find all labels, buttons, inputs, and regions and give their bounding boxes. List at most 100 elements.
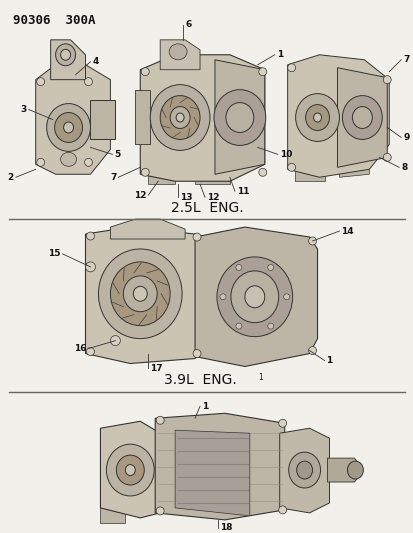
- Ellipse shape: [64, 122, 74, 133]
- Ellipse shape: [258, 68, 266, 76]
- Ellipse shape: [230, 271, 278, 322]
- Ellipse shape: [244, 286, 264, 308]
- Text: 1: 1: [202, 402, 208, 411]
- Polygon shape: [85, 227, 199, 364]
- Ellipse shape: [60, 152, 76, 166]
- Ellipse shape: [156, 416, 164, 424]
- Polygon shape: [50, 40, 85, 79]
- Ellipse shape: [235, 323, 241, 329]
- Ellipse shape: [225, 102, 253, 133]
- Text: 8: 8: [400, 163, 406, 172]
- Ellipse shape: [296, 461, 312, 479]
- Ellipse shape: [283, 294, 289, 300]
- Text: 12: 12: [206, 193, 219, 201]
- Polygon shape: [214, 60, 264, 174]
- Ellipse shape: [133, 286, 147, 301]
- Polygon shape: [339, 155, 368, 177]
- Polygon shape: [195, 227, 317, 367]
- Text: 14: 14: [341, 227, 353, 236]
- Text: 90306  300A: 90306 300A: [13, 14, 95, 27]
- Ellipse shape: [278, 506, 286, 514]
- Ellipse shape: [267, 264, 273, 270]
- Polygon shape: [100, 421, 160, 518]
- Text: 18: 18: [219, 523, 232, 532]
- Ellipse shape: [267, 323, 273, 329]
- Ellipse shape: [125, 465, 135, 475]
- Ellipse shape: [192, 233, 201, 241]
- Ellipse shape: [287, 163, 295, 171]
- Polygon shape: [36, 64, 110, 174]
- Ellipse shape: [37, 158, 45, 166]
- Polygon shape: [175, 430, 249, 516]
- Text: 13: 13: [180, 193, 192, 201]
- Polygon shape: [160, 40, 199, 70]
- Ellipse shape: [342, 95, 381, 140]
- Ellipse shape: [287, 64, 295, 72]
- Text: 10: 10: [279, 150, 291, 159]
- Ellipse shape: [60, 49, 70, 60]
- Text: 4: 4: [92, 57, 99, 66]
- Ellipse shape: [258, 168, 266, 176]
- Polygon shape: [148, 164, 175, 184]
- Text: 7: 7: [110, 173, 116, 182]
- Polygon shape: [140, 55, 264, 181]
- Ellipse shape: [85, 262, 95, 272]
- Ellipse shape: [235, 264, 241, 270]
- Ellipse shape: [214, 90, 265, 146]
- Ellipse shape: [84, 78, 92, 86]
- Text: 1: 1: [257, 374, 262, 383]
- Ellipse shape: [170, 107, 190, 128]
- Ellipse shape: [382, 154, 390, 161]
- Ellipse shape: [84, 158, 92, 166]
- Polygon shape: [155, 413, 284, 520]
- Ellipse shape: [347, 461, 363, 479]
- Polygon shape: [287, 55, 388, 177]
- Text: 1: 1: [326, 356, 332, 365]
- Text: 16: 16: [74, 344, 86, 353]
- Text: 2.5L  ENG.: 2.5L ENG.: [170, 201, 243, 215]
- Polygon shape: [327, 458, 358, 482]
- Ellipse shape: [141, 68, 149, 76]
- Ellipse shape: [156, 507, 164, 515]
- Ellipse shape: [55, 112, 82, 142]
- Ellipse shape: [123, 276, 157, 312]
- Polygon shape: [90, 100, 115, 140]
- Ellipse shape: [160, 95, 199, 140]
- Ellipse shape: [106, 444, 154, 496]
- Ellipse shape: [110, 336, 120, 345]
- Text: 9: 9: [402, 133, 408, 142]
- Ellipse shape: [216, 257, 292, 337]
- Ellipse shape: [86, 348, 94, 356]
- Polygon shape: [100, 503, 125, 523]
- Polygon shape: [279, 428, 329, 513]
- Text: 7: 7: [402, 55, 408, 64]
- Ellipse shape: [288, 452, 320, 488]
- Text: 1: 1: [276, 50, 282, 59]
- Ellipse shape: [308, 237, 316, 245]
- Ellipse shape: [47, 103, 90, 151]
- Text: 11: 11: [236, 187, 249, 196]
- Text: 5: 5: [114, 150, 120, 159]
- Ellipse shape: [382, 76, 390, 84]
- Text: 12: 12: [133, 191, 146, 200]
- Ellipse shape: [169, 44, 187, 60]
- Polygon shape: [195, 164, 229, 184]
- Polygon shape: [337, 68, 386, 167]
- Text: 15: 15: [48, 249, 60, 259]
- Ellipse shape: [150, 85, 209, 150]
- Ellipse shape: [313, 113, 321, 122]
- Text: 3.9L  ENG.: 3.9L ENG.: [163, 374, 236, 387]
- Ellipse shape: [219, 294, 225, 300]
- Ellipse shape: [278, 419, 286, 427]
- Ellipse shape: [116, 455, 144, 485]
- Polygon shape: [110, 219, 185, 239]
- Ellipse shape: [305, 104, 329, 131]
- Ellipse shape: [86, 232, 94, 240]
- Ellipse shape: [351, 107, 371, 128]
- Ellipse shape: [98, 249, 182, 338]
- Ellipse shape: [192, 350, 201, 358]
- Text: 6: 6: [185, 20, 191, 29]
- Polygon shape: [294, 161, 324, 181]
- Text: 2: 2: [7, 173, 14, 182]
- Ellipse shape: [141, 168, 149, 176]
